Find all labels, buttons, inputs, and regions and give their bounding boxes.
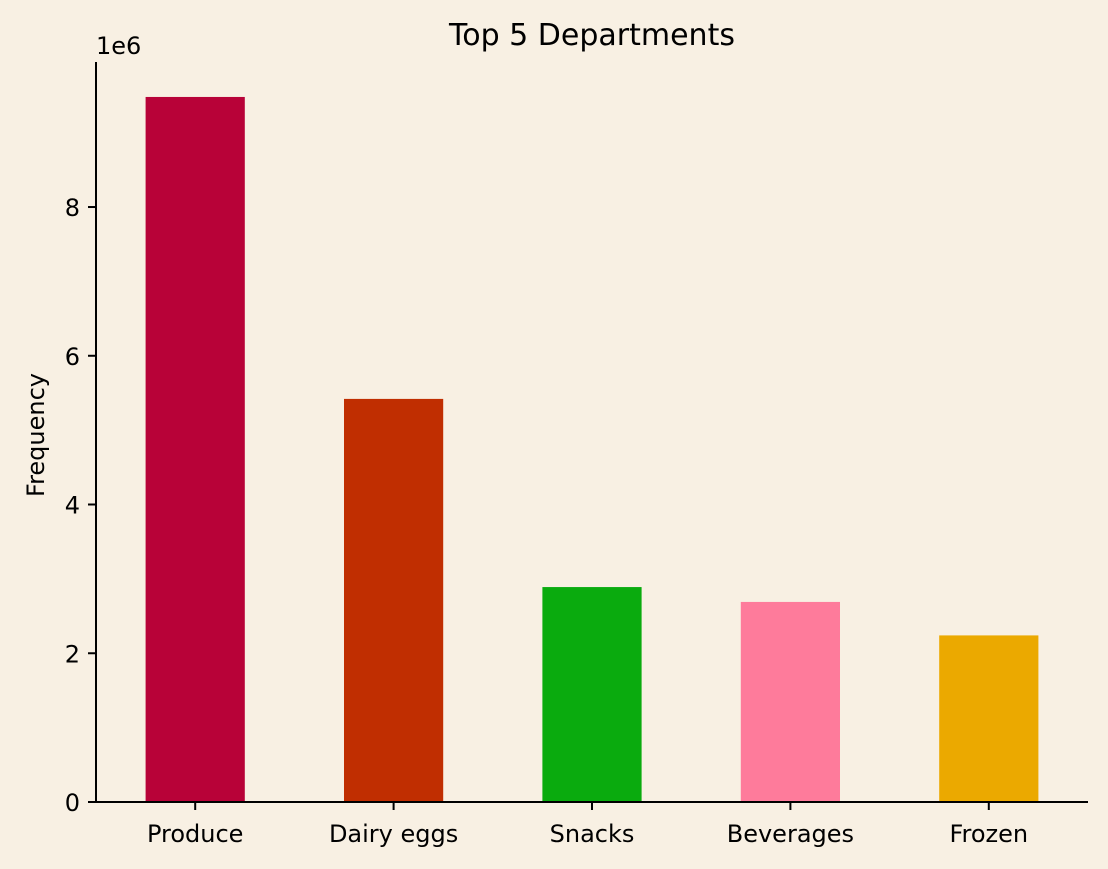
bar-snacks [542, 587, 642, 802]
x-axis-ticks: Produce Dairy eggs Snacks Beverages Frozen [147, 802, 1028, 848]
y-axis-label: Frequency [22, 373, 50, 497]
x-tick-label: Produce [147, 820, 243, 848]
y-axis-offset-label: 1e6 [96, 32, 141, 60]
bar-beverages [740, 601, 840, 802]
x-tick-label: Snacks [550, 820, 635, 848]
y-tick-label: 8 [65, 194, 80, 222]
bars-group [145, 96, 1039, 802]
y-axis-ticks: 0 2 4 6 8 [65, 194, 96, 817]
x-tick-label: Frozen [949, 820, 1028, 848]
bar-produce [145, 96, 245, 802]
bar-frozen [939, 635, 1039, 802]
x-tick-label: Dairy eggs [329, 820, 458, 848]
x-tick-label: Beverages [727, 820, 854, 848]
bar-dairy-eggs [344, 398, 444, 802]
y-tick-label: 2 [65, 640, 80, 668]
y-tick-label: 0 [65, 789, 80, 817]
y-tick-label: 6 [65, 343, 80, 371]
chart-title: Top 5 Departments [448, 18, 735, 53]
y-tick-label: 4 [65, 492, 80, 520]
